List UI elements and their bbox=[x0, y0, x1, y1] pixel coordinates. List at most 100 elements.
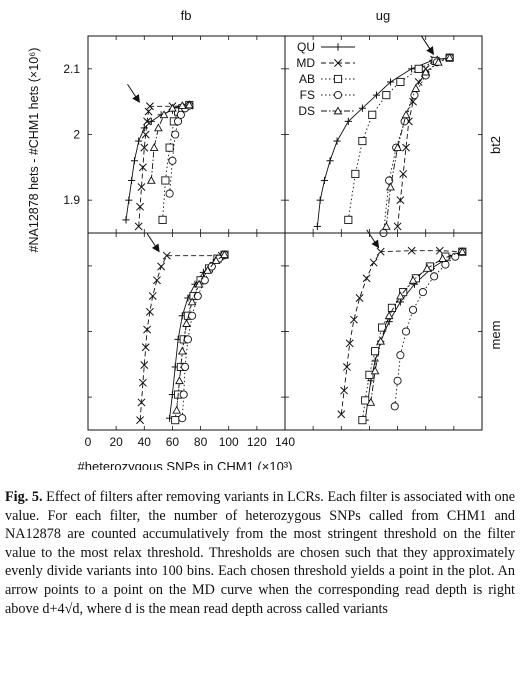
panel-ug-bt2-series-ds-point-1 bbox=[386, 182, 395, 191]
panel-fb-bt2-series-md-point-5-b bbox=[141, 130, 150, 139]
panel-fb-bt2-series-fs-point-1 bbox=[168, 156, 177, 165]
panel-fb-mem-series-fs-point-7 bbox=[207, 262, 216, 271]
panel-fb-mem-series-ds-point-5 bbox=[194, 279, 204, 288]
panel-fb-bt2-arrow bbox=[127, 83, 140, 103]
panel-ug-bt2-series-ds-point-0 bbox=[381, 221, 391, 230]
panel-fb-mem-frame bbox=[87, 232, 286, 431]
panel-fb-mem-series-ds-point-0 bbox=[172, 405, 182, 414]
panel-ug-mem-series-ds-point-7 bbox=[438, 254, 447, 262]
panel-fb-bt2-series-ds-point-1 bbox=[149, 143, 159, 151]
panel-fb-mem-series-fs-point-4 bbox=[188, 311, 197, 320]
panel-fb-bt2-series-ds-point-2 bbox=[153, 123, 163, 132]
legend-label-qu: QU bbox=[297, 40, 315, 54]
panel-fb-mem-series-md-point-10-b bbox=[162, 251, 171, 260]
panel-ug-mem-series-fs-point-2 bbox=[396, 351, 405, 360]
panel-fb-bt2-series-md-point-3-b bbox=[138, 163, 147, 172]
panels-group: 1.9 2 2.1 0 20 40 60 80 100 120 140 QU MD AB FS DS bbox=[63, 35, 483, 449]
panel-ug-mem-series-ds-point-2 bbox=[376, 336, 386, 345]
panel-ug-mem-series-ab-point-4 bbox=[378, 323, 387, 332]
panel-ug-mem-series-fs-point-7 bbox=[441, 260, 450, 269]
row-label-bt2: bt2 bbox=[488, 136, 503, 154]
x-tick-label-7: 140 bbox=[275, 435, 295, 449]
panel-fb-bt2-series-fs-point-2 bbox=[171, 130, 180, 139]
column-label-ug: ug bbox=[376, 8, 390, 23]
panel-ug-bt2-series-ab-point-1 bbox=[351, 169, 360, 178]
panel-ug-mem-series-fs-point-8 bbox=[451, 252, 460, 261]
panel-ug-mem-series-fs-point-1 bbox=[393, 376, 402, 385]
y-tick-label-1: 2 bbox=[73, 128, 80, 142]
panel-fb-mem-series-md-point-6-b bbox=[145, 307, 154, 316]
y-tick-label-0: 1.9 bbox=[63, 193, 80, 207]
panel-ug-mem-series-fs-line bbox=[394, 251, 463, 407]
panel-ug-mem-series-ds-point-8 bbox=[457, 247, 467, 256]
panel-ug-mem-series-ab-point-2 bbox=[365, 370, 374, 379]
panel-ug-bt2-series-fs-point-1 bbox=[385, 176, 394, 185]
panel-fb-mem-series-fs-point-1 bbox=[179, 390, 188, 399]
panel-fb-bt2-series-md-point-8-b bbox=[145, 102, 154, 111]
panel-ug-bt2-series-ds-point-3 bbox=[401, 110, 411, 119]
legend: QU MD AB FS DS bbox=[296, 40, 355, 118]
panel-fb-bt2-series-fs-point-0 bbox=[165, 189, 174, 198]
panel-ug-mem-series-ds-point-4 bbox=[396, 291, 405, 300]
panel-ug-mem-series-ab-point-1 bbox=[361, 396, 370, 405]
panel-fb-mem-series-md-point-5-b bbox=[143, 325, 152, 334]
panel-fb-bt2-series-md-point-6-b bbox=[143, 117, 152, 126]
panel-ug-mem-series-md-point-0-b bbox=[337, 410, 346, 419]
legend-marker-ds bbox=[333, 106, 343, 115]
panel-ug-bt2-series-md-point-3-b bbox=[402, 143, 410, 152]
panel-ug-mem-series-md-point-3-b bbox=[345, 339, 354, 348]
legend-label-md: MD bbox=[296, 56, 315, 70]
panel-ug-bt2-series-md-point-1-b bbox=[396, 196, 405, 205]
panel-fb-bt2-series-md-point-7-b bbox=[144, 107, 153, 116]
panel-fb-bt2-series-ds-point-6 bbox=[184, 100, 194, 109]
panel-ug-bt2-series-md-point-0-b bbox=[393, 222, 402, 231]
panel-ug-mem-series-md-line bbox=[340, 250, 463, 415]
panel-fb-bt2-series-fs-point-3 bbox=[174, 117, 183, 126]
panel-ug-mem-series-md-point-9-b bbox=[407, 246, 416, 255]
panel-fb-bt2-frame bbox=[87, 35, 286, 234]
x-tick-label-2: 40 bbox=[138, 435, 152, 449]
panel-ug-mem-series-ab-point-3 bbox=[371, 347, 380, 356]
panel-ug-mem-series-fs-point-0 bbox=[390, 402, 399, 411]
panel-fb-mem-series-md-point-2-b bbox=[138, 378, 147, 387]
panel-ug-mem-series-fs-point-4 bbox=[408, 305, 418, 314]
panel-ug-mem-series-md-point-5-b bbox=[355, 294, 364, 302]
panel-fb-mem-series-ds-point-4 bbox=[187, 297, 197, 306]
panel-fb-mem-series-fs-point-2 bbox=[181, 362, 190, 372]
panel-fb-bt2-series-ab-point-0 bbox=[158, 215, 167, 224]
panel-ug-mem-series-fs bbox=[390, 247, 467, 411]
panel-fb-bt2-series-ds-point-0 bbox=[146, 175, 156, 184]
panel-fb-mem bbox=[87, 232, 286, 431]
panel-fb-bt2-series-ds-point-3 bbox=[159, 110, 169, 119]
panel-fb-mem-series-fs-point-6 bbox=[200, 276, 209, 285]
panel-fb-mem-series-ds-point-2 bbox=[177, 346, 187, 355]
panel-fb-mem-series-ds-point-3 bbox=[182, 319, 191, 327]
panel-fb-mem-series-ds-point-6 bbox=[203, 265, 212, 274]
panel-ug-mem-series-ab-point-0 bbox=[358, 416, 367, 425]
panel-ug-mem-series-ds-point-6 bbox=[422, 263, 432, 272]
legend-label-ds: DS bbox=[298, 104, 315, 118]
panel-fb-bt2-series-md-line bbox=[138, 105, 190, 227]
panel-fb-mem-series-ds bbox=[172, 250, 229, 414]
x-tick-label-0: 0 bbox=[85, 435, 92, 449]
panel-fb-mem-series-fs-point-0 bbox=[178, 414, 187, 423]
figure-caption: Fig. 5. Effect of filters after removing… bbox=[5, 488, 515, 618]
panel-fb-bt2-series-md-point-1-b bbox=[136, 202, 145, 211]
panel-fb-mem-series-ds-point-8 bbox=[220, 250, 229, 258]
panel-fb-bt2-series-ab-point-2 bbox=[165, 143, 174, 152]
panel-ug-bt2-series-fs-line bbox=[383, 57, 450, 234]
panel-fb-mem-series-md-point-0-b bbox=[136, 416, 145, 425]
panel-ug-bt2-series-ab-point-0 bbox=[344, 215, 353, 224]
panel-ug-bt2-series-ds-point-7 bbox=[445, 53, 455, 61]
panel-ug-bt2-series-ds-point-4 bbox=[411, 84, 421, 92]
panel-ug-mem-series-ds bbox=[366, 247, 467, 406]
panel-ug-mem-arrow bbox=[366, 229, 380, 249]
panel-ug-bt2-series-ab-point-4 bbox=[382, 91, 391, 100]
x-tick-label-4: 80 bbox=[194, 435, 208, 449]
x-tick-label-6: 120 bbox=[247, 435, 267, 449]
panel-ug-bt2-series-md-line bbox=[397, 57, 450, 227]
panel-fb-bt2-series-md-point-0-b bbox=[134, 222, 143, 231]
legend-marker-ab bbox=[333, 74, 343, 84]
panel-fb-mem-series-md-point-9-b bbox=[157, 262, 166, 271]
caption-text: Effect of filters after removing variant… bbox=[5, 489, 516, 617]
